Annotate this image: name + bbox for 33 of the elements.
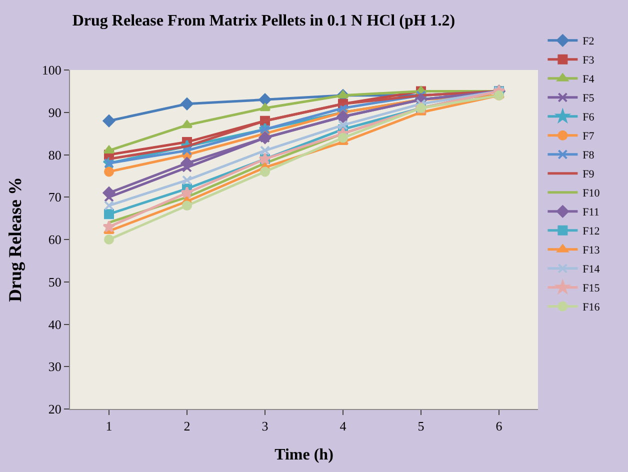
y-tick-label: 100 <box>42 62 62 78</box>
y-axis-title: Drug Release % <box>5 177 26 302</box>
legend-label: F11 <box>582 206 600 219</box>
y-tick-label: 90 <box>48 104 62 120</box>
legend-label: F7 <box>582 130 595 143</box>
y-tick-label: 50 <box>48 274 62 290</box>
legend-label: F4 <box>582 74 595 86</box>
legend-label: F13 <box>582 244 600 257</box>
legend-label: F10 <box>582 188 600 200</box>
y-tick-label: 80 <box>48 147 62 162</box>
legend-label: F6 <box>582 112 595 124</box>
legend-label: F2 <box>582 36 594 48</box>
legend-label: F14 <box>582 264 600 276</box>
x-tick-label: 6 <box>496 418 503 434</box>
legend-label: F12 <box>582 226 600 238</box>
y-tick-label: 40 <box>48 316 62 332</box>
y-tick-label: 30 <box>48 359 62 374</box>
legend-label: F16 <box>582 302 600 314</box>
y-tick-label: 20 <box>48 402 62 417</box>
legend-label: F5 <box>582 92 595 105</box>
x-tick-label: 1 <box>106 418 112 434</box>
legend-label: F15 <box>582 282 600 295</box>
x-axis-title: Time (h) <box>274 446 334 464</box>
x-tick-label: 4 <box>340 418 347 434</box>
x-tick-label: 2 <box>184 418 190 434</box>
legend-label: F3 <box>582 54 595 67</box>
y-tick-label: 60 <box>48 232 62 248</box>
x-tick-label: 3 <box>262 418 268 434</box>
legend-label: F8 <box>582 150 595 162</box>
chart-title: Drug Release From Matrix Pellets in 0.1 N HCl (pH 1.2) <box>72 12 456 30</box>
x-tick-label: 5 <box>418 418 424 434</box>
y-tick-label: 70 <box>48 190 62 205</box>
legend-label: F9 <box>582 168 595 181</box>
